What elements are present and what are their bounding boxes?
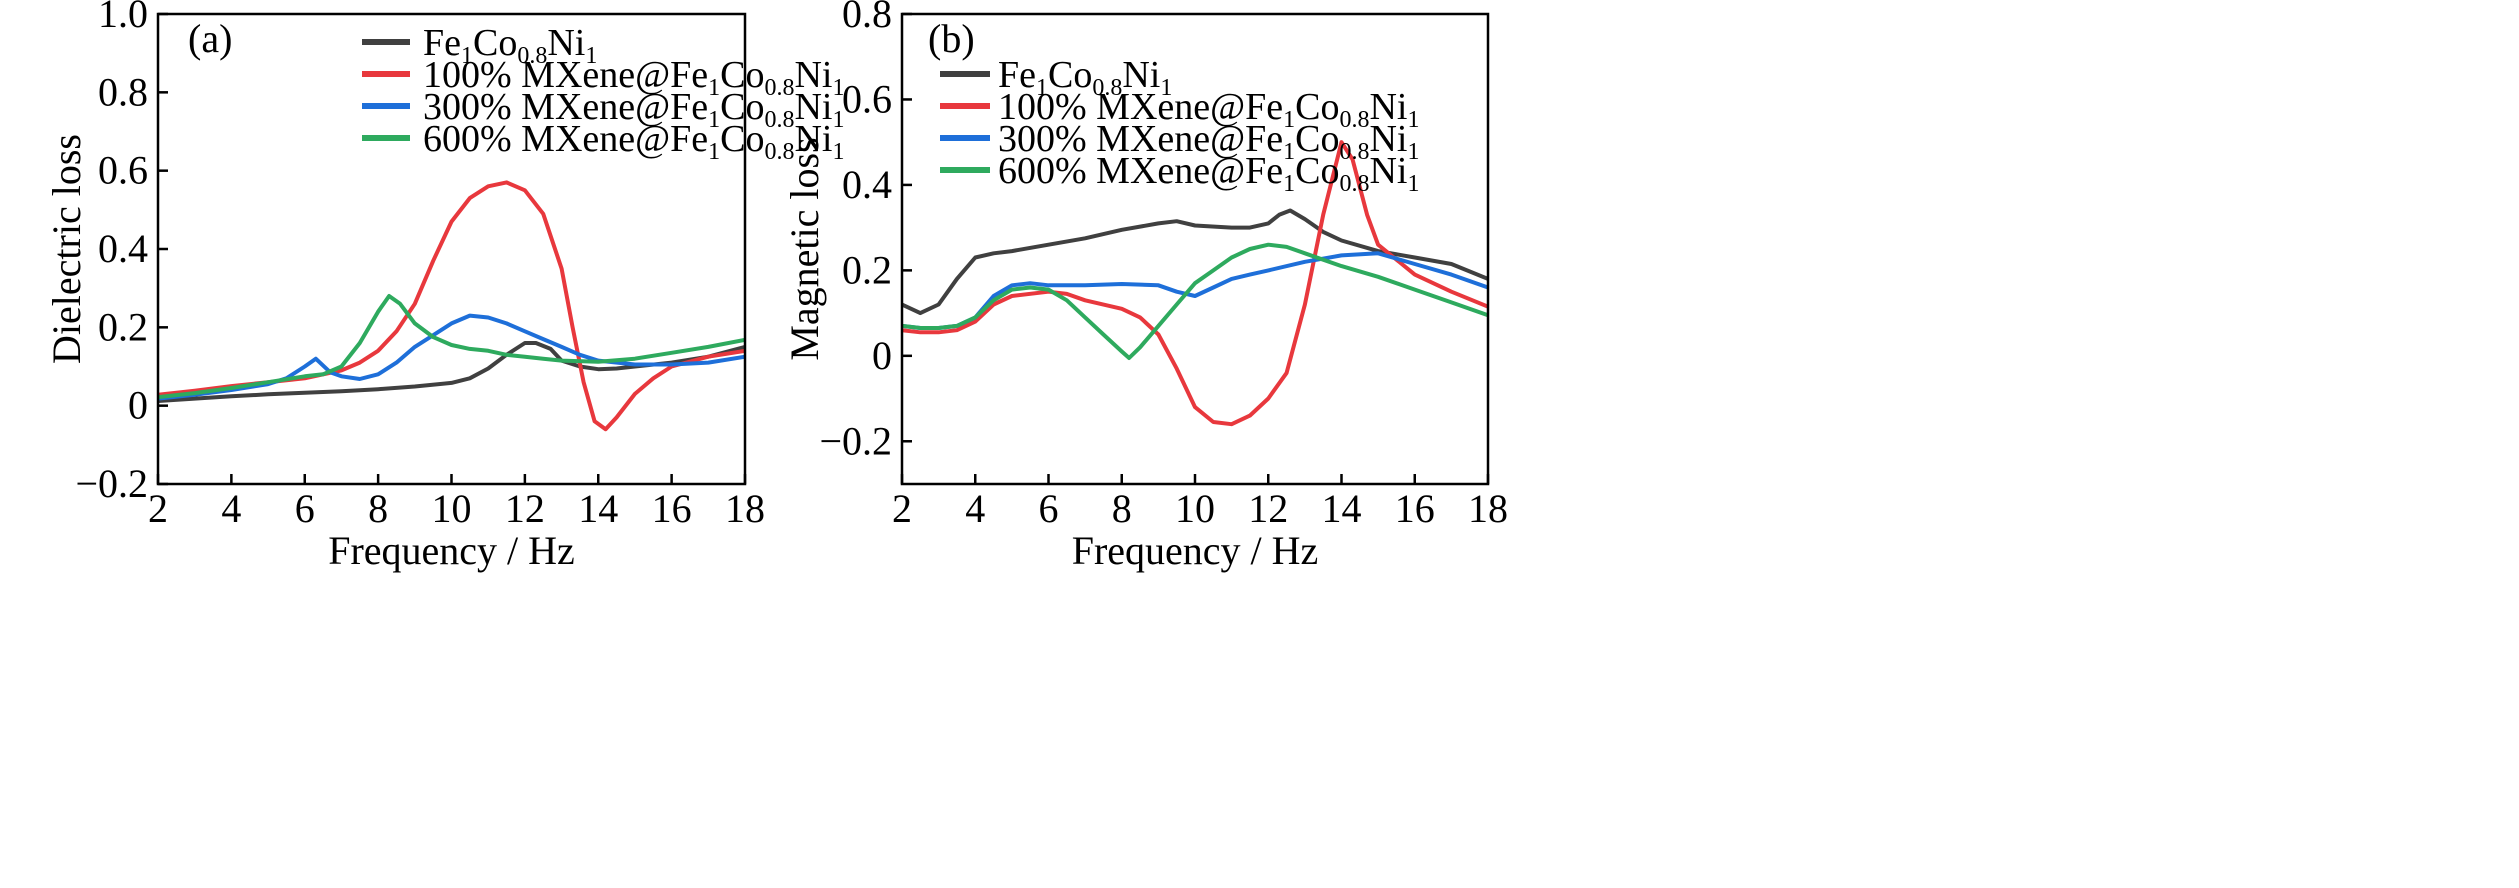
panel-label: (b)	[928, 16, 975, 61]
x-tick-label: 18	[1468, 486, 1508, 531]
y-tick-label: −0.2	[819, 418, 892, 463]
panel-b-magnetic-loss: 2 4 6 8 10 12 14 16 18 −0.2 0 0.2 0.4 0.6 0.8 Frequency…	[782, 0, 1508, 573]
x-tick-label: 6	[1039, 486, 1059, 531]
x-tick-label: 14	[578, 486, 618, 531]
series-group	[902, 140, 1488, 427]
x-axis-title: Frequency / Hz	[1072, 528, 1319, 573]
legend-label-1: Fe1Co0.8Ni1	[423, 22, 597, 69]
legend-label-4: 600% MXene@Fe1Co0.8Ni1	[998, 150, 1419, 197]
y-tick-label: 0	[872, 333, 892, 378]
x-tick-label: 12	[505, 486, 545, 531]
y-tick-label: 0.8	[842, 0, 892, 36]
series-line-4	[902, 242, 1488, 360]
x-tick-label: 2	[892, 486, 912, 531]
x-tick-label: 8	[368, 486, 388, 531]
y-axis-title: Dielectric loss	[44, 134, 89, 364]
x-tick-label: 18	[725, 486, 765, 531]
series-group	[158, 180, 745, 432]
x-axis-title: Frequency / Hz	[328, 528, 575, 573]
y-axis-title: Magnetic loss	[782, 137, 827, 360]
x-tick-label: 16	[1395, 486, 1435, 531]
y-tick-label: 0	[128, 383, 148, 428]
x-tick-label: 14	[1322, 486, 1362, 531]
x-tick-label: 12	[1248, 486, 1288, 531]
y-tick-label: −0.2	[75, 461, 148, 506]
legend-label-3: 300% MXene@Fe1Co0.8Ni1	[998, 118, 1419, 165]
x-tick-label: 8	[1112, 486, 1132, 531]
y-tick-label: 0.6	[842, 76, 892, 121]
y-tick-label: 0.6	[98, 148, 148, 193]
y-tick-label: 0.4	[842, 162, 892, 207]
legend-label-3: 300% MXene@Fe1Co0.8Ni1	[423, 86, 844, 133]
panel-label: (a)	[188, 16, 232, 61]
y-tick-label: 0.4	[98, 226, 148, 271]
legend-label-2: 100% MXene@Fe1Co0.8Ni1	[423, 54, 844, 101]
legend-label-4: 600% MXene@Fe1Co0.8Ni1	[423, 118, 844, 165]
legend-label-2: 100% MXene@Fe1Co0.8Ni1	[998, 86, 1419, 133]
x-tick-label: 16	[652, 486, 692, 531]
panel-a-dielectric-loss: 2 4 6 8 10 12 14 16 18 −0.2 0 0.2 0.4 0.6 0.8 1.0 Freque…	[44, 0, 844, 573]
y-tick-label: 1.0	[98, 0, 148, 36]
series-line-1	[902, 208, 1488, 316]
x-tick-label: 2	[148, 486, 168, 531]
x-tick-label: 10	[1175, 486, 1215, 531]
x-tick-label: 6	[295, 486, 315, 531]
x-tick-label: 4	[221, 486, 241, 531]
y-tick-label: 0.8	[98, 69, 148, 114]
y-tick-label: 0.2	[842, 247, 892, 292]
x-tick-label: 10	[432, 486, 472, 531]
series-line-4	[158, 294, 745, 400]
legend-label-1: Fe1Co0.8Ni1	[998, 54, 1172, 101]
series-line-2	[902, 140, 1488, 427]
y-tick-label: 0.2	[98, 304, 148, 349]
x-tick-label: 4	[965, 486, 985, 531]
